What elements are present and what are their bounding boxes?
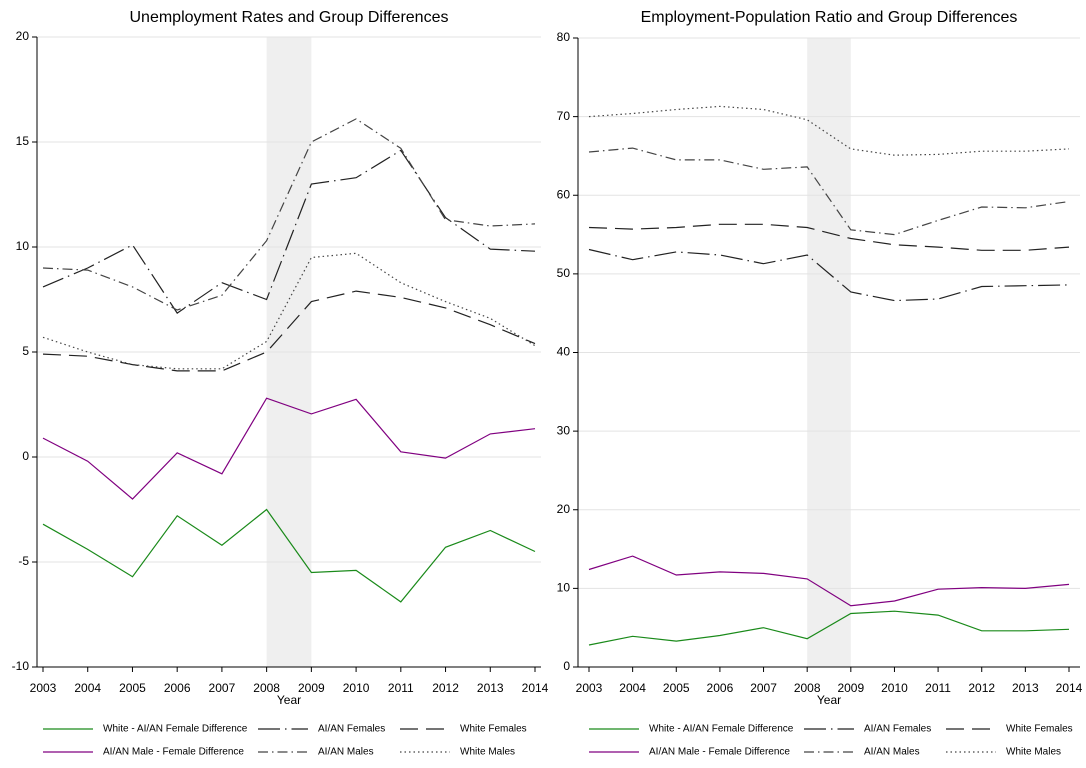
y-tick-label: 0 [22, 449, 29, 463]
series-line [588, 223, 1070, 251]
x-axis-label: Year [817, 693, 841, 707]
legend-label: AI/AN Males [864, 747, 920, 758]
legend-label: White - AI/AN Female Difference [103, 724, 248, 735]
legend-label: White Females [1006, 724, 1073, 735]
chart-title: Unemployment Rates and Group Differences [130, 9, 449, 26]
series-line [42, 252, 536, 370]
x-tick-label: 2013 [1012, 681, 1039, 695]
legend-label: White - AI/AN Female Difference [649, 724, 794, 735]
series-line [42, 149, 536, 314]
x-tick-label: 2004 [619, 681, 646, 695]
y-tick-label: 10 [16, 239, 30, 253]
x-tick-label: 2009 [298, 681, 325, 695]
y-tick-label: 20 [16, 29, 30, 43]
x-tick-label: 2006 [164, 681, 191, 695]
series-line [588, 248, 1070, 302]
x-tick-label: 2006 [707, 681, 734, 695]
x-axis-label: Year [277, 693, 301, 707]
x-tick-label: 2014 [1056, 681, 1083, 695]
x-tick-label: 2003 [576, 681, 603, 695]
x-tick-label: 2011 [925, 681, 951, 695]
y-tick-label: 40 [557, 345, 571, 359]
y-tick-label: 60 [557, 187, 571, 201]
y-tick-label: 80 [557, 30, 571, 44]
x-tick-label: 2012 [968, 681, 995, 695]
chart-title: Employment-Population Ratio and Group Di… [641, 9, 1018, 26]
x-tick-label: 2014 [522, 681, 549, 695]
x-tick-label: 2012 [432, 681, 459, 695]
series-line [42, 397, 536, 500]
x-tick-label: 2010 [881, 681, 908, 695]
x-tick-label: 2005 [119, 681, 146, 695]
legend-label: White Males [460, 747, 515, 758]
y-tick-label: 50 [557, 266, 571, 280]
y-tick-label: 20 [557, 502, 571, 516]
y-tick-label: 30 [557, 423, 571, 437]
series-line [588, 147, 1070, 236]
x-tick-label: 2003 [30, 681, 57, 695]
y-tick-label: 15 [16, 134, 30, 148]
x-tick-label: 2004 [74, 681, 101, 695]
y-tick-label: -10 [12, 659, 30, 673]
x-tick-label: 2008 [253, 681, 280, 695]
x-tick-label: 2010 [343, 681, 370, 695]
legend-label: White Males [1006, 747, 1061, 758]
series-line [42, 290, 536, 372]
y-tick-label: 10 [557, 581, 571, 595]
series-line [42, 118, 536, 311]
series-line [42, 508, 536, 603]
y-tick-label: 5 [22, 344, 29, 358]
x-tick-label: 2007 [750, 681, 777, 695]
legend-label: AI/AN Females [864, 724, 931, 735]
legend-label: AI/AN Male - Female Difference [103, 747, 244, 758]
x-tick-label: 2011 [388, 681, 414, 695]
x-tick-label: 2008 [794, 681, 821, 695]
x-tick-label: 2005 [663, 681, 690, 695]
y-tick-label: 0 [563, 659, 570, 673]
legend-label: White Females [460, 724, 527, 735]
legend-label: AI/AN Females [318, 724, 385, 735]
legend-label: AI/AN Males [318, 747, 374, 758]
y-tick-label: -5 [18, 554, 29, 568]
series-line [588, 555, 1070, 607]
y-tick-label: 70 [557, 109, 571, 123]
series-line [588, 610, 1070, 646]
x-tick-label: 2009 [837, 681, 864, 695]
legend-label: AI/AN Male - Female Difference [649, 747, 790, 758]
x-tick-label: 2007 [209, 681, 236, 695]
x-tick-label: 2013 [477, 681, 504, 695]
